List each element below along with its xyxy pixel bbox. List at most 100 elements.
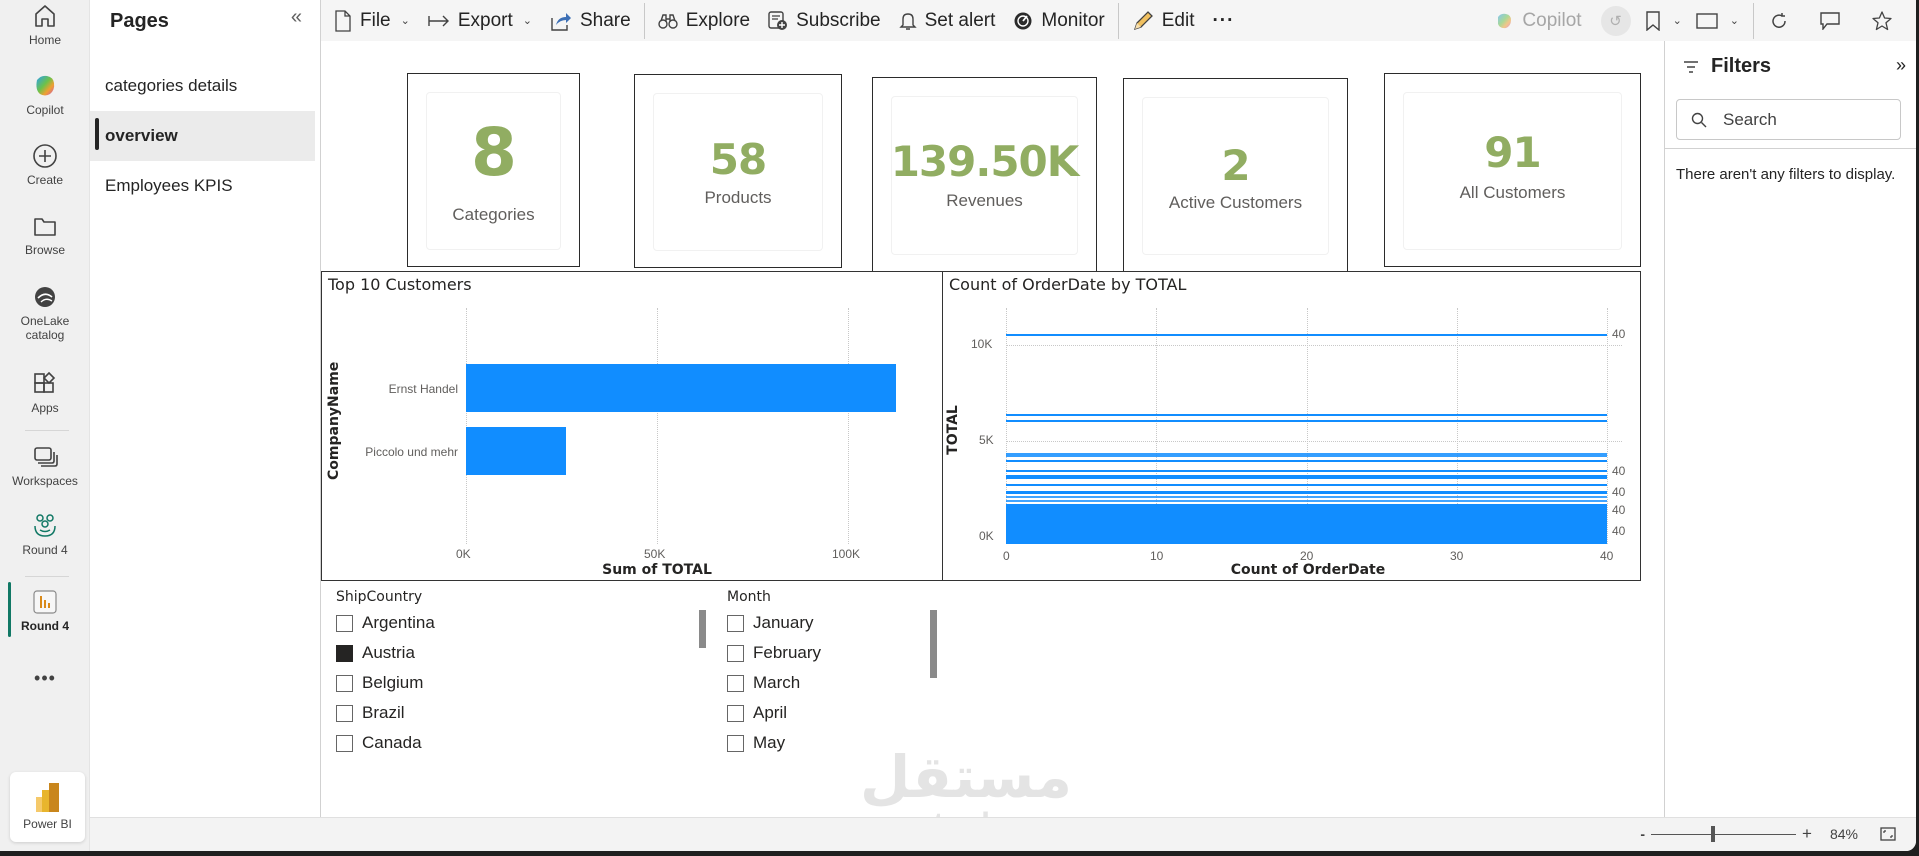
bookmark-button[interactable]: ⌄ [1641, 0, 1686, 41]
subscribe-button[interactable]: Subscribe [759, 0, 890, 41]
power-bi-app-tile[interactable]: Power BI [10, 772, 85, 842]
workspaces-icon [34, 447, 58, 467]
checkbox[interactable] [727, 614, 744, 632]
bar-series[interactable] [1006, 460, 1607, 462]
zoom-out-button[interactable]: - [1640, 826, 1646, 842]
bar-piccolo-und-mehr[interactable] [466, 427, 566, 475]
slicer-scrollbar[interactable] [699, 610, 706, 648]
status-bar: - + 84% [90, 817, 1916, 851]
checkbox[interactable] [727, 704, 744, 722]
checkbox-checked[interactable] [336, 644, 353, 662]
reset-button[interactable]: ↺ [1600, 5, 1631, 36]
bar-series[interactable] [1006, 500, 1607, 502]
export-arrow-icon [428, 15, 449, 26]
monitor-button[interactable]: Monitor [1004, 0, 1113, 41]
zoom-level: 84% [1829, 826, 1858, 842]
kpi-card-active-customers[interactable]: 2 Active Customers [1123, 78, 1348, 272]
rail-item-onelake-catalog[interactable]: OneLake catalog [0, 283, 90, 342]
slicer-option-april[interactable]: April [727, 703, 787, 723]
count-orderdate-by-total-chart[interactable]: Count of OrderDate by TOTAL TOTAL 10K 5K… [942, 271, 1641, 581]
rail-item-workspace-round4[interactable]: Round 4 [0, 512, 90, 557]
filters-search-input[interactable]: Search [1676, 99, 1901, 140]
collapse-filters-button[interactable]: » [1895, 55, 1906, 75]
rail-more-button[interactable]: ••• [0, 668, 90, 689]
chevron-down-icon: ⌄ [1672, 15, 1682, 27]
page-tab-categories-details[interactable]: categories details [105, 76, 238, 95]
bar-series[interactable] [1006, 420, 1607, 422]
fit-to-page-icon[interactable] [1880, 827, 1896, 841]
view-button[interactable]: ⌄ [1686, 0, 1749, 41]
refresh-button[interactable] [1758, 0, 1808, 41]
export-menu-button[interactable]: Export ⌄ [419, 0, 541, 41]
subscribe-icon [768, 10, 788, 30]
bar-ernst-handel[interactable] [466, 364, 896, 412]
checkbox[interactable] [727, 734, 744, 752]
kpi-label: Active Customers [1168, 193, 1303, 212]
bar-series[interactable] [1006, 484, 1607, 486]
slicer-option-austria[interactable]: Austria [336, 643, 415, 663]
bar-series[interactable] [1006, 475, 1607, 479]
favorite-button[interactable] [1860, 0, 1916, 41]
checkbox[interactable] [727, 644, 744, 662]
zoom-in-button[interactable]: + [1802, 824, 1812, 843]
share-button[interactable]: Share [541, 0, 640, 41]
slicer-option-canada[interactable]: Canada [336, 733, 422, 753]
copilot-button[interactable]: Copilot [1485, 0, 1590, 41]
kpi-label: Revenues [946, 191, 1023, 210]
pages-title: Pages [110, 10, 169, 32]
checkbox[interactable] [336, 674, 353, 692]
slicer-option-may[interactable]: May [727, 733, 785, 753]
checkbox[interactable] [336, 704, 353, 722]
home-icon [35, 5, 55, 27]
explore-button[interactable]: Explore [649, 0, 759, 41]
y-axis-title: CompanyName [326, 361, 342, 480]
comment-button[interactable] [1808, 0, 1860, 41]
rail-label: Copilot [26, 103, 64, 117]
slicer-option-brazil[interactable]: Brazil [336, 703, 405, 723]
rail-item-home[interactable]: Home [0, 2, 90, 47]
checkbox[interactable] [727, 674, 744, 692]
rail-item-report-round4[interactable]: Round 4 [0, 588, 90, 633]
slicer-option-belgium[interactable]: Belgium [336, 673, 423, 693]
page-tab-employees-kpis[interactable]: Employees KPIS [105, 176, 233, 195]
bar-series[interactable] [1006, 496, 1607, 498]
option-label: May [753, 733, 786, 752]
bar-series[interactable] [1006, 470, 1607, 472]
bar-series[interactable] [1006, 504, 1607, 544]
data-label: 40 [1612, 503, 1626, 517]
zoom-slider-thumb[interactable] [1711, 825, 1716, 842]
rail-item-create[interactable]: Create [0, 142, 90, 187]
data-label: 40 [1612, 327, 1626, 341]
slicer-scrollbar[interactable] [930, 610, 937, 678]
collapse-pages-button[interactable]: « [290, 6, 302, 28]
rail-item-browse[interactable]: Browse [0, 212, 90, 257]
slicer-option-january[interactable]: January [727, 613, 813, 633]
bar-series[interactable] [1006, 414, 1607, 416]
bar-series[interactable] [1006, 491, 1607, 494]
bar-series[interactable] [1006, 453, 1607, 457]
kpi-card-products[interactable]: 58 Products [634, 74, 842, 268]
rail-item-workspaces[interactable]: Workspaces [0, 443, 90, 488]
slicer-option-march[interactable]: March [727, 673, 800, 693]
watermark-arabic: مستقل [859, 743, 1073, 811]
kpi-card-all-customers[interactable]: 91 All Customers [1384, 73, 1641, 267]
option-label: Argentina [362, 613, 435, 632]
kpi-card-categories[interactable]: 8 Categories [407, 73, 580, 267]
checkbox[interactable] [336, 614, 353, 632]
zoom-slider[interactable] [1651, 825, 1797, 842]
filters-pane: Filters » Search There aren't any filter… [1664, 41, 1916, 817]
page-tab-overview[interactable]: overview [90, 111, 315, 161]
kpi-card-revenues[interactable]: 139.50K Revenues [872, 77, 1097, 272]
edit-button[interactable]: Edit [1123, 0, 1204, 41]
set-alert-button[interactable]: Set alert [890, 0, 1005, 41]
rail-item-copilot[interactable]: Copilot [0, 72, 90, 117]
rail-active-indicator [8, 582, 11, 637]
more-options-button[interactable]: ··· [1212, 9, 1235, 31]
slicer-option-february[interactable]: February [727, 643, 821, 663]
top-10-customers-chart[interactable]: Top 10 Customers CompanyName Ernst Hande… [321, 271, 943, 581]
checkbox[interactable] [336, 734, 353, 752]
rail-item-apps[interactable]: Apps [0, 370, 90, 415]
bar-series[interactable] [1006, 334, 1607, 336]
file-menu-button[interactable]: File ⌄ [325, 0, 419, 41]
slicer-option-argentina[interactable]: Argentina [336, 613, 435, 633]
